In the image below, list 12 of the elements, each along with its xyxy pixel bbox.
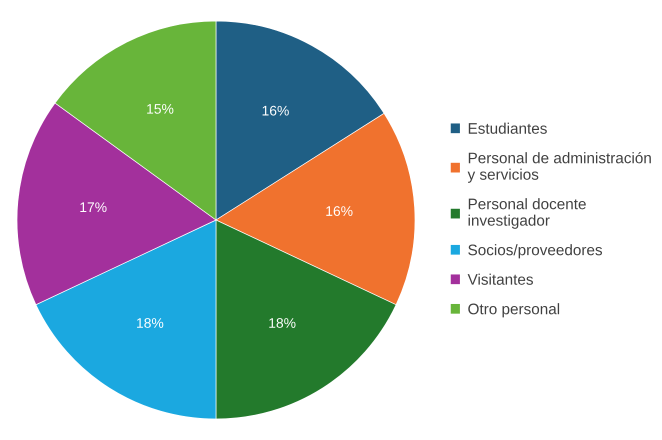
data-label: 16%	[326, 206, 353, 216]
legend-label: Personal de administración y servicios	[468, 152, 651, 183]
data-label: 16%	[262, 106, 289, 116]
legend-label: Socios/proveedores	[468, 244, 602, 258]
legend-label: Estudiantes	[468, 122, 547, 134]
legend-label: Visitantes	[468, 274, 533, 285]
legend-label: Otro personal	[468, 303, 560, 318]
data-label: 17%	[80, 202, 107, 212]
legend-label: Personal docente investigador	[468, 198, 586, 229]
data-label: 18%	[269, 318, 296, 328]
data-label: 18%	[137, 318, 164, 328]
data-label: 15%	[147, 104, 174, 114]
